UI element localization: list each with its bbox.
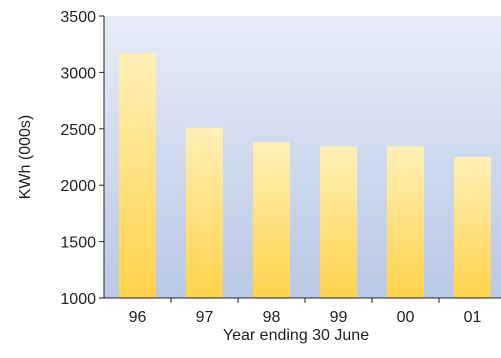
plot-area [104,16,501,298]
y-tick-label: 2500 [60,122,96,139]
y-tick-label: 3000 [60,65,96,82]
bars-layer [119,53,491,299]
x-tick-label: 98 [263,309,281,326]
x-tick-label: 99 [330,309,348,326]
x-axis-title: Year ending 30 June [223,327,369,344]
y-axis-ticks: 1000 1500 2000 2500 3000 3500 [60,9,104,308]
y-tick-label: 2000 [60,178,96,195]
y-tick-label: 1500 [60,235,96,252]
bar-96 [119,53,156,299]
bar-01 [454,157,491,298]
y-tick-label: 1000 [60,291,96,308]
x-tick-label: 96 [129,309,147,326]
y-tick-label: 3500 [60,9,96,26]
x-tick-label: 01 [464,309,482,326]
bar-99 [320,146,357,298]
x-tick-label: 00 [397,309,415,326]
x-axis-ticks: 96 97 98 99 00 01 [129,298,482,326]
x-tick-label: 97 [196,309,214,326]
bar-98 [253,142,290,298]
y-axis-title: KWh (000s) [17,115,34,199]
bar-00 [387,146,424,298]
bar-97 [186,127,223,298]
